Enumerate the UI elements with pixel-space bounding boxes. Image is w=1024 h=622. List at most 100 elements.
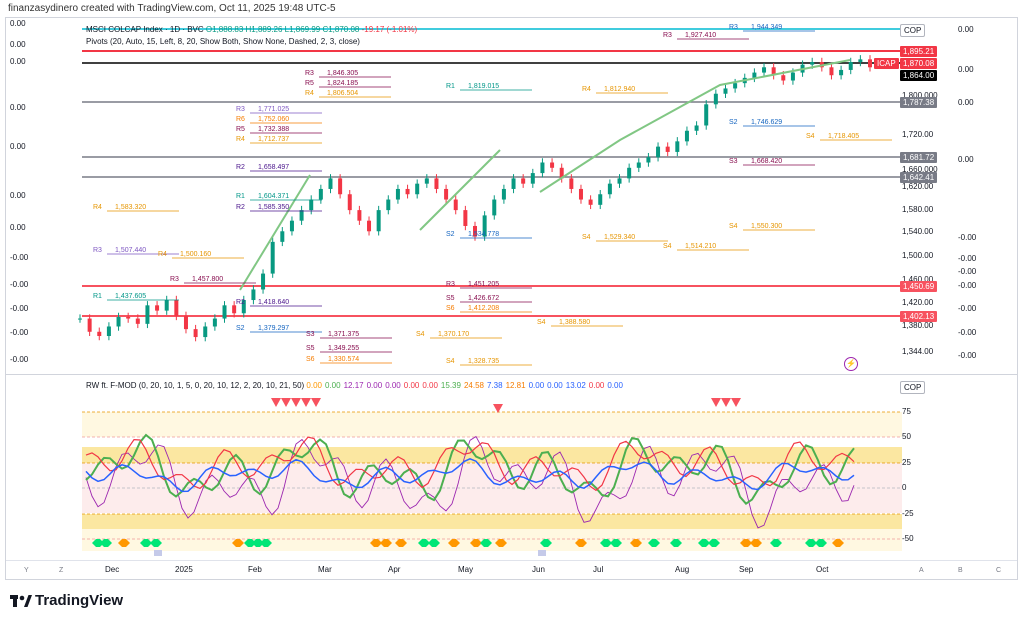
price-tag[interactable]: 1,450.69 <box>900 281 938 292</box>
pivot-level-label: S4 <box>446 358 455 365</box>
indicator-axis-label: 50 <box>902 432 911 441</box>
symbol-title: MSCI COLCAP Index · 1D · BVC <box>86 25 204 34</box>
signal-marker <box>232 539 244 547</box>
left-scale-value: 0.00 <box>10 57 26 66</box>
candle-body <box>559 167 564 179</box>
right-scale-value: -0.00 <box>958 233 977 242</box>
signal-marker <box>92 539 104 547</box>
left-scale-value: 0.00 <box>10 103 26 112</box>
pivot-level-value: 1,379.297 <box>258 325 289 332</box>
time-axis-label: Mar <box>318 565 332 574</box>
pivot-level-label: R2 <box>236 164 245 171</box>
corner-a[interactable]: A <box>919 567 924 574</box>
oversold-zone <box>82 529 902 551</box>
right-scale-value: -0.00 <box>958 328 977 337</box>
candle-body <box>810 62 815 65</box>
indicator-chart[interactable] <box>6 376 1017 556</box>
candle-body <box>839 69 844 76</box>
time-axis-label: Aug <box>675 565 690 574</box>
price-axis-label: 1,344.00 <box>902 347 934 356</box>
candle-body <box>347 194 352 211</box>
pivot-level-label: R1 <box>236 193 245 200</box>
pivot-level-label: R4 <box>158 251 167 258</box>
indicator-value: 24.58 <box>463 381 484 390</box>
chart-frame <box>5 17 1018 580</box>
symbol-legend[interactable]: MSCI COLCAP Index · 1D · BVC O1,888.83 H… <box>86 24 417 36</box>
price-tag[interactable]: 1,787.38 <box>900 97 938 108</box>
corner-c[interactable]: C <box>996 567 1002 574</box>
price-tag[interactable]: ICAP <box>874 58 899 69</box>
candle-body <box>636 162 641 168</box>
candle-body <box>790 72 795 81</box>
signal-marker <box>575 539 587 547</box>
candle-body <box>501 188 506 200</box>
candle-body <box>848 62 853 70</box>
price-tag[interactable]: 1,642.41 <box>900 172 938 183</box>
signal-marker <box>428 539 440 547</box>
candle-body <box>704 104 709 126</box>
price-axis-label: 1,540.00 <box>902 227 934 236</box>
candle-body <box>106 326 111 337</box>
pivot-level-value: 1,330.574 <box>328 356 359 363</box>
time-axis-label: Jun <box>532 565 545 574</box>
pivot-level-value: 1,418.640 <box>258 299 289 306</box>
candle-body <box>694 125 699 131</box>
price-tag[interactable]: 1,864.00 <box>900 70 938 81</box>
pivot-level-label: S5 <box>446 295 455 302</box>
candle-body <box>126 316 131 319</box>
pivot-level-value: 1,812.940 <box>604 86 635 93</box>
pane-divider[interactable] <box>6 374 1017 375</box>
corner-y[interactable]: Y <box>24 567 29 574</box>
pivots-legend[interactable]: Pivots (20, Auto, 15, Left, 8, 20, Show … <box>86 37 360 46</box>
corner-z[interactable]: Z <box>59 567 64 574</box>
time-axis-label: Apr <box>388 565 401 574</box>
pivot-level-value: 1,944.349 <box>751 24 782 31</box>
indicator-legend[interactable]: RW ft. F-MOD (0, 20, 10, 1, 5, 0, 20, 10… <box>86 381 626 390</box>
lightning-icon[interactable]: ⚡ <box>844 357 858 371</box>
candle-body <box>386 199 391 211</box>
candle-body <box>733 83 738 89</box>
sell-signal-marker <box>311 398 321 407</box>
ohlc-values: O1,888.83 H1,889.26 L1,869.99 C1,870.08 <box>205 25 360 34</box>
currency-button[interactable]: COP <box>900 24 926 37</box>
candle-body <box>665 146 670 152</box>
price-tag[interactable]: 1,402.13 <box>900 311 938 322</box>
candle-body <box>868 59 872 68</box>
time-axis-label: 2025 <box>175 565 193 574</box>
signal-marker <box>150 539 162 547</box>
candle-body <box>232 305 237 314</box>
price-tag[interactable]: 1,870.08 <box>900 58 938 69</box>
candle-body <box>164 300 169 311</box>
indicator-value: 0.00 <box>547 381 563 390</box>
pivot-level-value: 1,668.420 <box>751 158 782 165</box>
candle-body <box>473 225 477 237</box>
pivot-level-value: 1,771.025 <box>258 106 289 113</box>
main-chart[interactable]: R3 1,846.305 R5 1,824.185 R4 1,806.504 R3 1,771… <box>6 18 1017 370</box>
time-axis-label: Jul <box>593 565 604 574</box>
candle-body <box>723 88 728 94</box>
signal-marker <box>610 539 622 547</box>
indicator-axis-label: 0 <box>902 483 907 492</box>
candle-body <box>424 178 429 184</box>
indicator-currency-button[interactable]: COP <box>900 381 926 394</box>
pivot-level-value: 1,426.672 <box>468 295 499 302</box>
candle-body <box>270 241 275 274</box>
overbought-zone <box>82 412 902 437</box>
tradingview-logo-icon <box>10 594 32 608</box>
right-scale-value: -0.00 <box>958 267 977 276</box>
corner-b[interactable]: B <box>958 567 963 574</box>
candle-body <box>781 75 786 81</box>
pivot-level-label: R5 <box>236 126 245 133</box>
right-scale-value: -0.00 <box>958 254 977 263</box>
price-tag[interactable]: 1,895.21 <box>900 46 938 57</box>
candle-body <box>193 329 198 338</box>
trend-line <box>539 59 851 193</box>
signal-marker <box>815 539 827 547</box>
candle-body <box>174 300 179 316</box>
price-tag[interactable]: 1,681.72 <box>900 152 938 163</box>
price-axis-label: 1,420.00 <box>902 298 934 307</box>
indicator-value: 0.00 <box>325 381 341 390</box>
pivot-level-value: 1,819.015 <box>468 83 499 90</box>
candle-body <box>338 178 343 195</box>
price-axis-label: 1,500.00 <box>902 251 934 260</box>
